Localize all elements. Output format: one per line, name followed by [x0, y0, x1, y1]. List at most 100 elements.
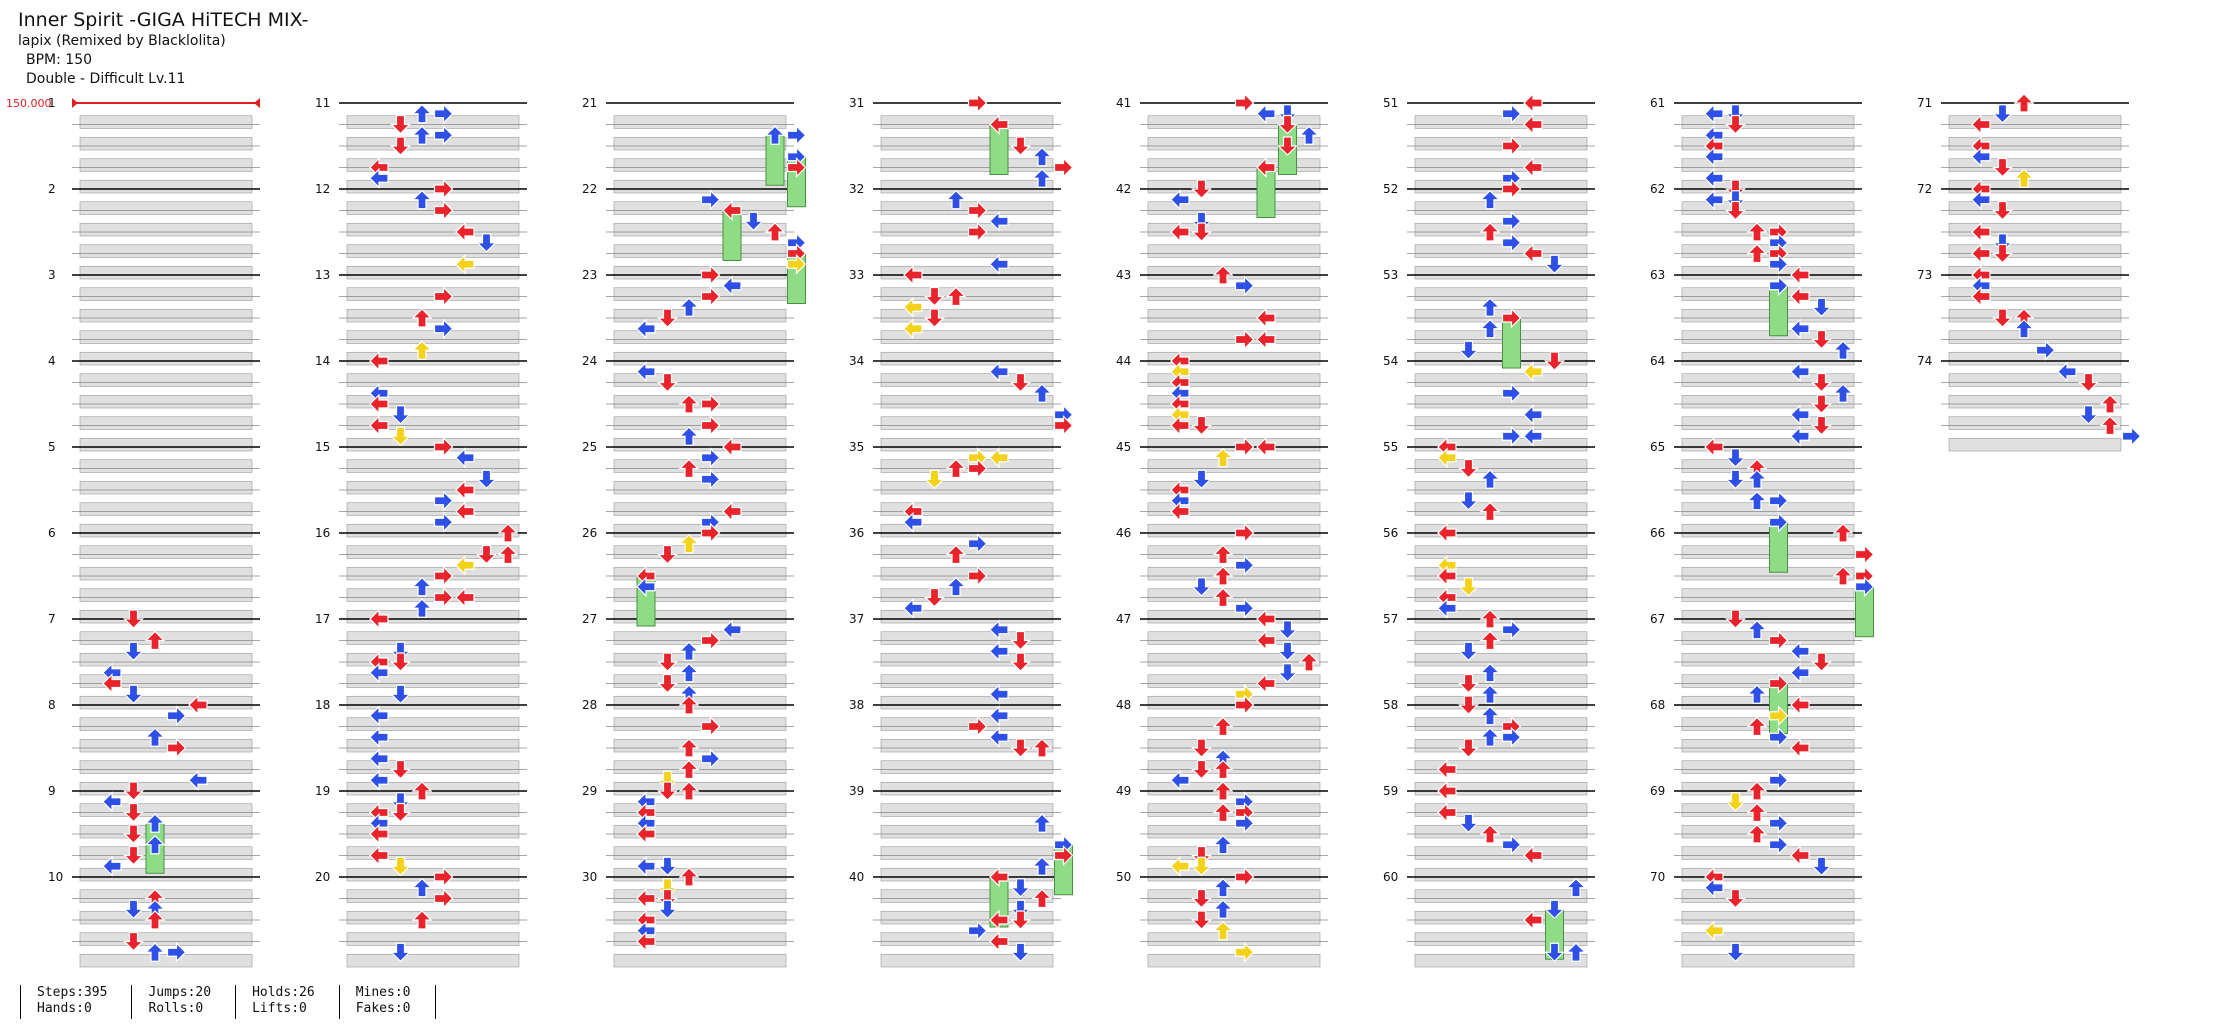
measure-34: [873, 360, 1061, 452]
measure-number: 54: [1383, 354, 1398, 368]
measure-22: [606, 188, 794, 280]
measure-number: 39: [849, 784, 864, 798]
measure-number: 28: [582, 698, 597, 712]
measure-number: 63: [1650, 268, 1665, 282]
measure-7: [72, 618, 260, 710]
measure-33: [873, 274, 1061, 366]
measure-number: 56: [1383, 526, 1398, 540]
arrow-right-icon: [1854, 544, 1875, 565]
measure-6: [72, 532, 260, 624]
measure-27: [606, 618, 794, 710]
measure-25: [606, 446, 794, 538]
measure-62: [1674, 188, 1862, 280]
measure-67: [1674, 618, 1862, 710]
measure-number: 21: [582, 96, 597, 110]
measure-number: 34: [849, 354, 864, 368]
measure-number: 44: [1116, 354, 1131, 368]
measure-number: 52: [1383, 182, 1398, 196]
measure-31: [873, 102, 1061, 194]
measure-number: 1: [48, 96, 56, 110]
measure-42: [1140, 188, 1328, 280]
measure-49: [1140, 790, 1328, 882]
measure-45: [1140, 446, 1328, 538]
measure-labels: 1234567891011121314151617181920212223242…: [48, 96, 1932, 884]
measure-26: [606, 532, 794, 624]
measure-number: 70: [1650, 870, 1665, 884]
measure-43: [1140, 274, 1328, 366]
measure-15: [339, 446, 527, 538]
measure-68: [1674, 704, 1862, 796]
arrow-right-icon: [967, 93, 988, 113]
measure-number: 72: [1917, 182, 1932, 196]
measure-number: 41: [1116, 96, 1131, 110]
measure-28: [606, 704, 794, 796]
stats-steps-hands: Steps:395 Hands:0: [20, 985, 131, 1019]
measure-14: [339, 360, 527, 452]
measure-number: 12: [315, 182, 330, 196]
measure-number: 14: [315, 354, 330, 368]
measure-number: 35: [849, 440, 864, 454]
measure-47: [1140, 618, 1328, 710]
measure-17: [339, 618, 527, 710]
measure-number: 11: [315, 96, 330, 110]
measure-71: [1941, 102, 2129, 194]
measure-number: 19: [315, 784, 330, 798]
measure-number: 66: [1650, 526, 1665, 540]
measure-54: [1407, 360, 1595, 452]
measure-32: [873, 188, 1061, 280]
stats-jumps-rolls: Jumps:20 Rolls:0: [131, 985, 235, 1019]
measure-number: 18: [315, 698, 330, 712]
measure-55: [1407, 446, 1595, 538]
measure-36: [873, 532, 1061, 624]
measure-number: 42: [1116, 182, 1131, 196]
measure-number: 13: [315, 268, 330, 282]
measure-number: 30: [582, 870, 597, 884]
measure-number: 50: [1116, 870, 1131, 884]
measure-number: 46: [1116, 526, 1131, 540]
measure-number: 26: [582, 526, 597, 540]
song-header: Inner Spirit -GIGA HiTECH MIX- lapix (Re…: [18, 8, 309, 89]
measure-number: 29: [582, 784, 597, 798]
measure-52: [1407, 188, 1595, 280]
measure-10: [72, 876, 260, 968]
measure-number: 57: [1383, 612, 1398, 626]
stat-steps: Steps:395: [37, 985, 108, 1000]
stat-lifts: Lifts:0: [252, 1001, 307, 1016]
measure-35: [873, 446, 1061, 538]
measure-number: 38: [849, 698, 864, 712]
measure-number: 37: [849, 612, 864, 626]
measure-11: [339, 102, 527, 194]
measure-number: 7: [48, 612, 56, 626]
measure-number: 5: [48, 440, 56, 454]
measure-74: [1941, 360, 2129, 452]
measure-37: [873, 618, 1061, 710]
arrow-up-icon: [2014, 93, 2034, 113]
measure-24: [606, 360, 794, 452]
measure-number: 32: [849, 182, 864, 196]
measure-number: 60: [1383, 870, 1398, 884]
measure-50: [1140, 876, 1328, 968]
measure-number: 3: [48, 268, 56, 282]
measure-number: 27: [582, 612, 597, 626]
measure-2: [72, 188, 260, 280]
measure-number: 2: [48, 182, 56, 196]
measure-46: [1140, 532, 1328, 624]
stat-fakes: Fakes:0: [355, 1001, 411, 1016]
measure-1: [72, 102, 260, 194]
stats-mines-fakes: Mines:0 Fakes:0: [338, 985, 435, 1019]
measure-number: 15: [315, 440, 330, 454]
measure-60: [1407, 876, 1595, 968]
arrow-right-icon: [786, 125, 807, 145]
measure-40: [873, 876, 1061, 968]
measure-number: 10: [48, 870, 63, 884]
measure-number: 64: [1650, 354, 1665, 368]
arrow-left-icon: [1523, 93, 1543, 113]
measure-48: [1140, 704, 1328, 796]
measure-41: [1140, 102, 1328, 194]
song-artist: lapix (Remixed by Blacklolita): [18, 33, 226, 49]
measure-number: 40: [849, 870, 864, 884]
measure-39: [873, 790, 1061, 882]
stats-holds-lifts: Holds:26 Lifts:0: [235, 985, 339, 1019]
measure-29: [606, 790, 794, 882]
